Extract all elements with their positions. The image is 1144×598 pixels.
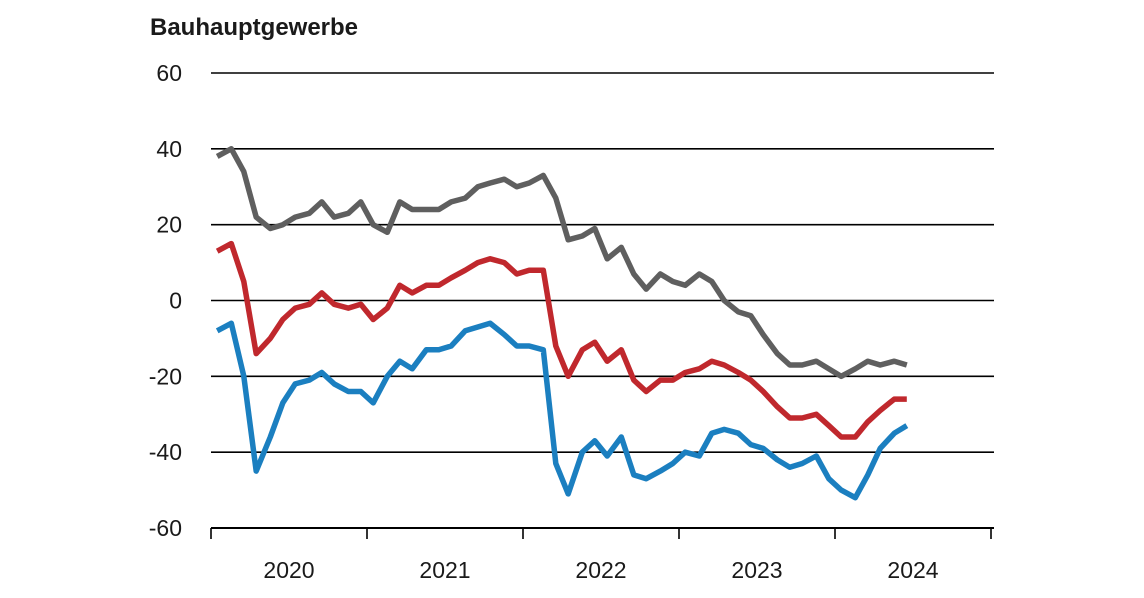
y-tick-labels: -60 -40 -20 0 20 40 60: [149, 60, 182, 541]
x-axis: [210, 528, 992, 539]
y-tick-label: 60: [156, 60, 182, 86]
chart-title: Bauhauptgewerbe: [150, 14, 359, 41]
y-tick-label: -60: [149, 515, 182, 541]
x-tick-label: 2021: [419, 557, 470, 583]
series-line-2: [215, 240, 907, 440]
y-tick-label: -20: [149, 363, 182, 389]
series-line-1: [215, 146, 908, 380]
y-tick-label: 20: [156, 212, 182, 238]
x-tick-labels: 2020 2021 2022 2023 2024: [263, 557, 938, 583]
x-tick-label: 2022: [575, 557, 626, 583]
x-tick-label: 2024: [887, 557, 938, 583]
x-tick-label: 2020: [263, 557, 314, 583]
series-line-3: [215, 320, 909, 501]
series-lines: [215, 146, 909, 501]
x-tick-label: 2023: [731, 557, 782, 583]
y-tick-label: 40: [156, 136, 182, 162]
y-tick-label: -40: [149, 439, 182, 465]
y-tick-label: 0: [169, 288, 182, 314]
